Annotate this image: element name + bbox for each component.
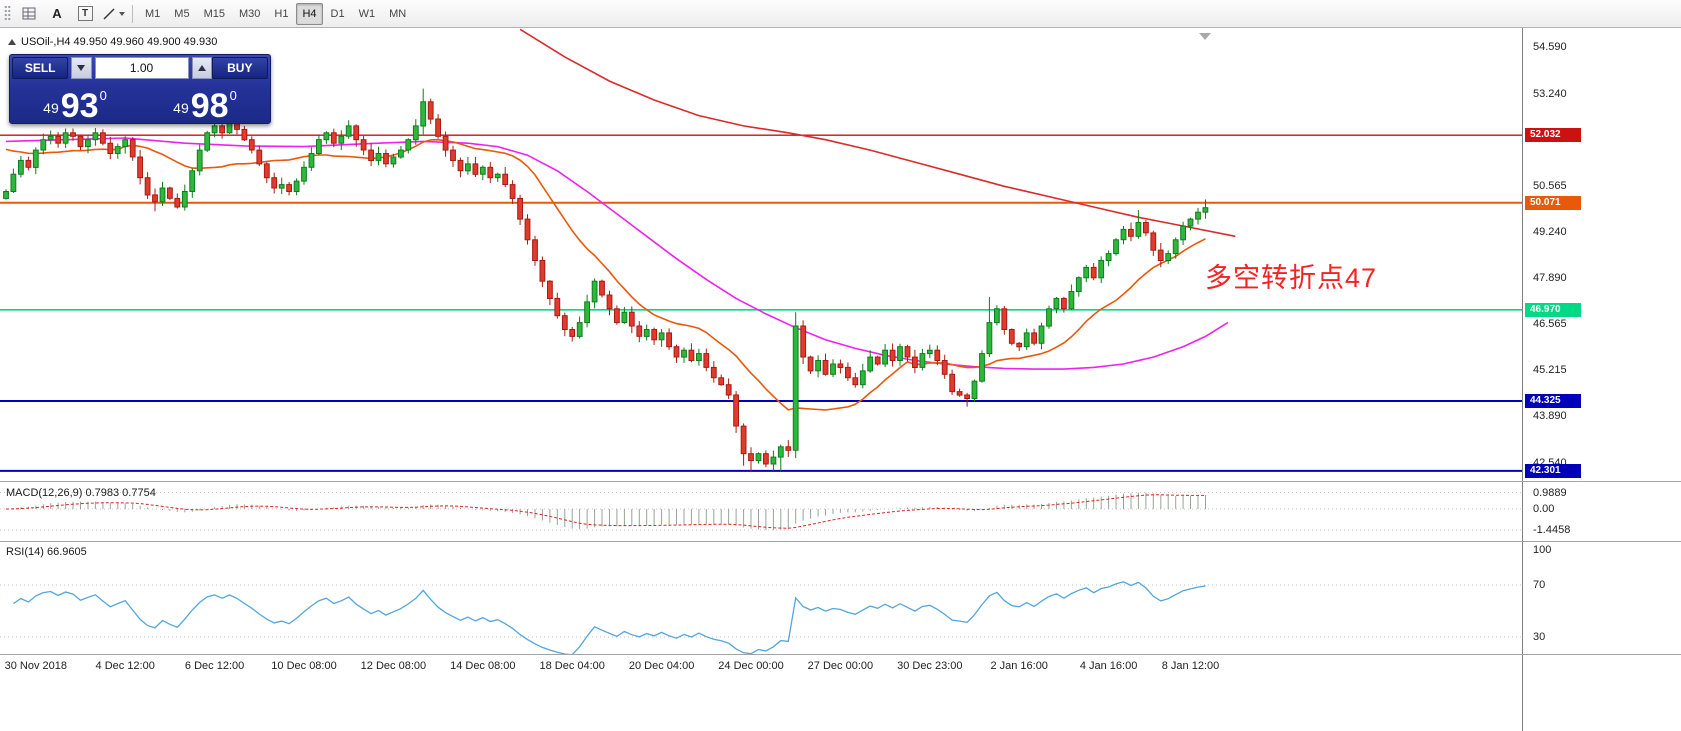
hline-price-tag[interactable]: 50.071 (1525, 195, 1581, 210)
macd-panel[interactable] (0, 482, 1522, 542)
toolbar-grip[interactable] (4, 5, 11, 22)
chevron-down-icon (118, 11, 125, 16)
chart-annotation[interactable]: 多空转折点47 (1205, 263, 1378, 293)
ma-long-red-line[interactable] (519, 28, 1236, 238)
trendline-glyph (102, 7, 115, 20)
time-axis-label: 2 Jan 16:00 (990, 660, 1048, 672)
cursor-tool-icon[interactable]: A (44, 2, 70, 26)
rsi-axis-label: 30 (1533, 631, 1546, 643)
timeframe-m1[interactable]: M1 (145, 7, 161, 20)
time-axis-label: 27 Dec 00:00 (807, 660, 874, 672)
price-axis-label: 43.890 (1533, 410, 1567, 423)
toolbar-separator (132, 4, 133, 23)
candles (3, 88, 1209, 473)
time-axis-label: 4 Dec 12:00 (95, 660, 155, 672)
price-axis-label: 54.590 (1533, 40, 1567, 53)
rsi-axis-label: 100 (1533, 544, 1552, 556)
chart-shift-marker[interactable] (1199, 33, 1211, 40)
price-axis-label: 47.890 (1533, 272, 1567, 285)
cursor-tool-label: A (52, 6, 62, 21)
price-axis[interactable]: 54.59053.24051.91550.56549.24047.89046.5… (1522, 28, 1681, 731)
panel-separator[interactable] (0, 541, 1681, 542)
price-axis-label: 49.240 (1533, 225, 1567, 238)
time-axis-label: 10 Dec 08:00 (271, 660, 337, 672)
timeframe-m30[interactable]: M30 (238, 7, 261, 20)
time-axis-label: 18 Dec 04:00 (539, 660, 605, 672)
volume-decrease-button[interactable] (71, 57, 92, 79)
time-axis-label: 12 Dec 08:00 (360, 660, 427, 672)
shapes-tool-icon[interactable] (100, 2, 126, 26)
timeframe-d1[interactable]: D1 (330, 7, 345, 20)
quote-line: USOil-,H4 49.950 49.960 49.900 49.930 (8, 36, 217, 48)
triangle-up-icon (197, 65, 206, 71)
sell-button[interactable]: SELL (12, 57, 69, 79)
grid-glyph (22, 7, 35, 19)
macd-axis-label: 0.00 (1533, 503, 1555, 515)
time-axis-label: 24 Dec 00:00 (718, 660, 784, 672)
panel-separator[interactable] (0, 481, 1681, 482)
time-axis-label: 8 Jan 12:00 (1161, 660, 1220, 672)
triangle-down-icon (77, 65, 86, 71)
one-click-trading-panel: SELL BUY 49 93 0 49 98 0 (9, 54, 271, 124)
timeframe-bar: M1 M5 M15 M30 H1 H4 D1 W1 MN (138, 2, 413, 25)
time-axis-label: 14 Dec 08:00 (450, 660, 516, 672)
text-tool-label: T (77, 6, 93, 21)
symbol-ohlc-text: USOil-,H4 49.950 49.960 49.900 49.930 (21, 36, 218, 48)
hline-price-tag[interactable]: 44.325 (1525, 394, 1581, 408)
rsi-line (13, 581, 1206, 654)
hline-price-tag[interactable]: 46.970 (1525, 302, 1581, 317)
timeframe-mn[interactable]: MN (389, 7, 407, 20)
panel-separator[interactable] (0, 654, 1681, 655)
time-axis[interactable]: 30 Nov 2018 4 Dec 12:00 6 Dec 12:00 10 Dec … (0, 655, 1522, 681)
chart-grid-icon[interactable] (16, 2, 42, 26)
timeframe-h1[interactable]: H1 (274, 7, 289, 20)
timeframe-w1[interactable]: W1 (358, 7, 376, 20)
volume-increase-button[interactable] (191, 57, 212, 79)
timeframe-m5[interactable]: M5 (174, 7, 190, 20)
price-axis-label: 45.215 (1533, 364, 1567, 377)
time-axis-label: 20 Dec 04:00 (628, 660, 695, 672)
hline-price-tag[interactable]: 52.032 (1525, 128, 1581, 143)
time-axis-label: 6 Dec 12:00 (184, 660, 245, 672)
toolbar: A T M1 M5 M15 M30 H1 H4 D1 W1 MN (0, 0, 1681, 28)
time-axis-label: 4 Jan 16:00 (1079, 660, 1138, 672)
time-axis-label: 30 Dec 23:00 (897, 660, 963, 672)
rsi-panel[interactable] (0, 542, 1522, 654)
timeframe-m15[interactable]: M15 (203, 7, 225, 20)
ma-orange-line[interactable] (5, 138, 1206, 411)
rsi-axis-label: 70 (1533, 579, 1546, 591)
timeframe-h4[interactable]: H4 (296, 2, 323, 25)
macd-axis-label: 0.9889 (1533, 486, 1567, 499)
rsi-label: RSI(14) 66.9605 (6, 546, 87, 558)
text-tool-icon[interactable]: T (72, 2, 98, 26)
buy-price[interactable]: 49 98 0 (173, 87, 237, 126)
macd-label: MACD(12,26,9) 0.7983 0.7754 (6, 487, 156, 499)
macd-axis-label: -1.4458 (1533, 524, 1571, 536)
volume-input[interactable] (94, 57, 189, 79)
price-axis-label: 50.565 (1533, 179, 1567, 192)
time-axis-label: 30 Nov 2018 (4, 660, 67, 672)
ma-magenta-line[interactable] (5, 137, 1229, 370)
collapse-trade-panel-icon[interactable] (8, 39, 16, 45)
macd-signal-line (5, 494, 1206, 529)
price-axis-label: 46.565 (1533, 317, 1567, 330)
hline-price-tag[interactable]: 42.301 (1525, 463, 1581, 478)
sell-price[interactable]: 49 93 0 (43, 87, 107, 126)
buy-button[interactable]: BUY (211, 57, 268, 79)
price-axis-label: 53.240 (1533, 87, 1567, 100)
